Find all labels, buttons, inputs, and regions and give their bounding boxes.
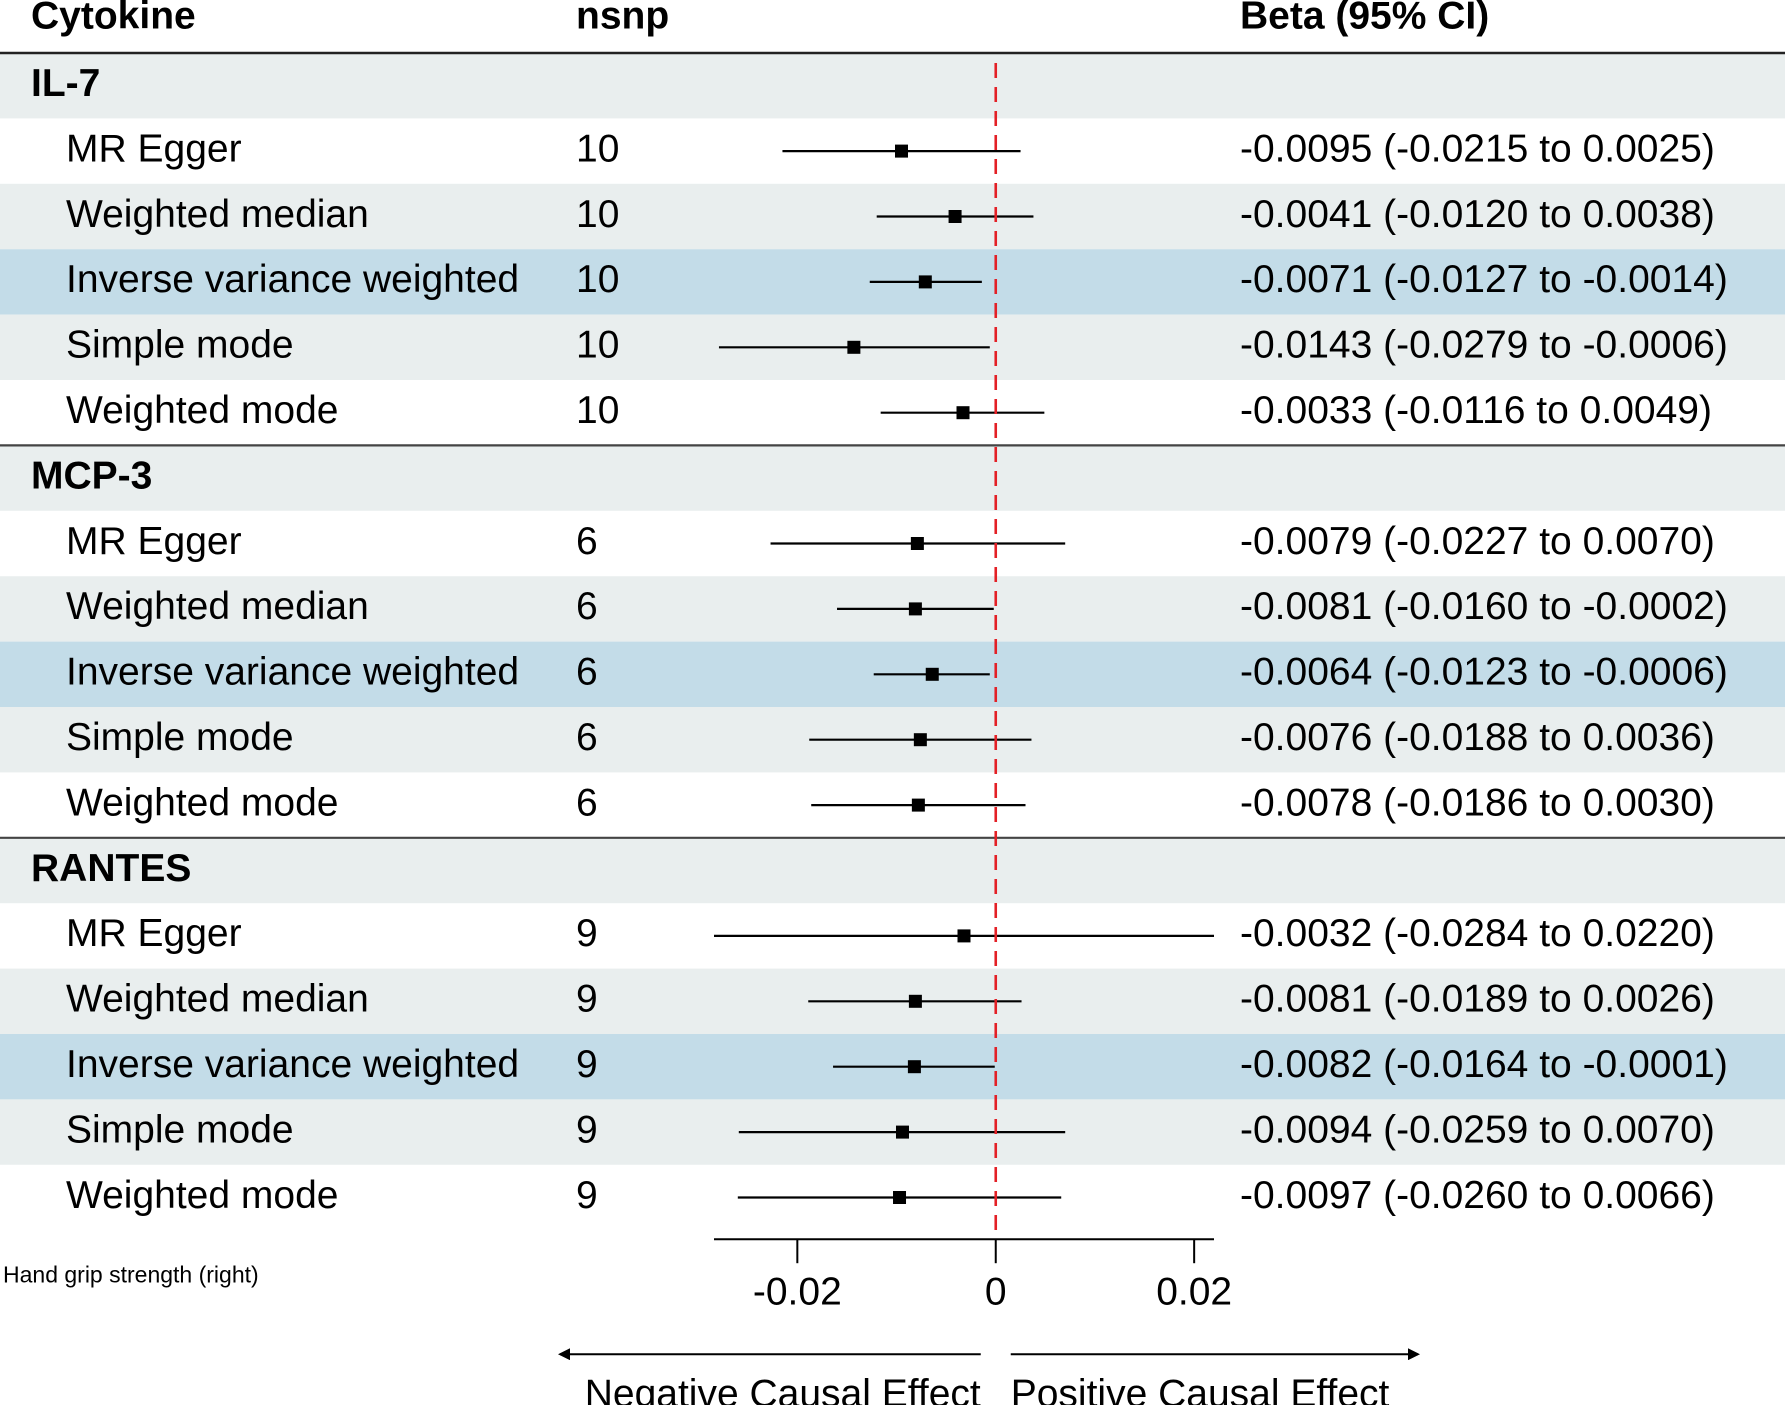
- point-estimate: [910, 537, 924, 550]
- x-axis: -0.02 0 0.02 Negative Causal Effect Positive…: [558, 1238, 1420, 1405]
- beta-ci-label: -0.0081 (-0.0189 to 0.0026): [1240, 978, 1715, 1021]
- header-beta: Beta (95% CI): [1240, 0, 1489, 37]
- beta-ci-label: -0.0032 (-0.0284 to 0.0220): [1240, 912, 1715, 955]
- method-label: Weighted mode: [66, 389, 338, 432]
- method-label: Simple mode: [66, 716, 294, 759]
- x-tick-label: -0.02: [753, 1270, 842, 1313]
- positive-effect-label: Positive Causal Effect: [1011, 1372, 1390, 1405]
- group-row-bg: [0, 53, 1785, 119]
- beta-ci-label: -0.0041 (-0.0120 to 0.0038): [1240, 193, 1715, 236]
- header-cytokine: Cytokine: [31, 0, 196, 37]
- nsnp-value: 10: [576, 258, 619, 301]
- nsnp-value: 6: [576, 716, 598, 759]
- outcome-label: Hand grip strength (right): [3, 1261, 259, 1287]
- method-label: Weighted median: [66, 193, 369, 236]
- beta-ci-label: -0.0095 (-0.0215 to 0.0025): [1240, 127, 1715, 170]
- nsnp-value: 9: [576, 1174, 598, 1217]
- x-tick-label: 0: [985, 1270, 1007, 1313]
- point-estimate: [908, 602, 922, 616]
- group-label: IL-7: [31, 62, 100, 105]
- method-label: Inverse variance weighted: [66, 258, 519, 301]
- beta-ci-label: -0.0033 (-0.0116 to 0.0049): [1240, 389, 1712, 432]
- separator-lines: [0, 51, 1785, 839]
- nsnp-value: 10: [576, 127, 619, 170]
- nsnp-value: 9: [576, 912, 598, 955]
- point-estimate: [895, 1125, 909, 1139]
- point-estimate: [957, 929, 971, 943]
- method-label: Inverse variance weighted: [66, 1043, 519, 1086]
- method-label: MR Egger: [66, 520, 242, 563]
- beta-ci-label: -0.0076 (-0.0188 to 0.0036): [1240, 716, 1715, 759]
- point-estimate: [913, 733, 927, 747]
- x-tick-label: 0.02: [1156, 1270, 1232, 1313]
- point-estimate: [893, 1191, 907, 1204]
- point-estimate: [925, 667, 939, 681]
- method-label: Simple mode: [66, 324, 294, 367]
- nsnp-value: 9: [576, 1108, 598, 1151]
- group-label: RANTES: [31, 847, 191, 890]
- nsnp-value: 9: [576, 1043, 598, 1086]
- point-estimate: [907, 1060, 921, 1074]
- group-row-bg: [0, 445, 1785, 511]
- nsnp-value: 9: [576, 978, 598, 1021]
- negative-effect-label: Negative Causal Effect: [585, 1372, 981, 1405]
- method-label: Weighted median: [66, 978, 369, 1021]
- method-label: Inverse variance weighted: [66, 651, 519, 694]
- nsnp-value: 10: [576, 389, 619, 432]
- point-estimate: [895, 144, 908, 158]
- nsnp-value: 6: [576, 651, 598, 694]
- nsnp-value: 10: [576, 193, 619, 236]
- beta-ci-label: -0.0064 (-0.0123 to -0.0006): [1240, 651, 1728, 694]
- point-estimate: [948, 210, 962, 223]
- table-text: Cytokine nsnp Beta (95% CI) IL-7 MR Egger 10 -…: [3, 0, 1728, 1287]
- nsnp-value: 6: [576, 520, 598, 563]
- nsnp-value: 6: [576, 781, 598, 824]
- group-label: MCP-3: [31, 454, 152, 497]
- method-label: Weighted median: [66, 585, 369, 628]
- beta-ci-label: -0.0082 (-0.0164 to -0.0001): [1240, 1043, 1728, 1086]
- point-estimate: [911, 798, 925, 812]
- nsnp-value: 6: [576, 585, 598, 628]
- estimate-marks: [714, 63, 1214, 1233]
- point-estimate: [918, 275, 932, 289]
- beta-ci-label: -0.0081 (-0.0160 to -0.0002): [1240, 585, 1728, 628]
- method-label: Simple mode: [66, 1108, 294, 1151]
- beta-ci-label: -0.0094 (-0.0259 to 0.0070): [1240, 1108, 1715, 1151]
- beta-ci-label: -0.0143 (-0.0279 to -0.0006): [1240, 324, 1728, 367]
- beta-ci-label: -0.0079 (-0.0227 to 0.0070): [1240, 520, 1715, 563]
- point-estimate: [847, 340, 861, 354]
- beta-ci-label: -0.0078 (-0.0186 to 0.0030): [1240, 781, 1715, 824]
- group-row-bg: [0, 837, 1785, 904]
- nsnp-value: 10: [576, 324, 619, 367]
- point-estimate: [956, 406, 970, 420]
- method-label: MR Egger: [66, 127, 242, 170]
- method-label: MR Egger: [66, 912, 242, 955]
- row-backgrounds: [0, 53, 1785, 1165]
- beta-ci-label: -0.0097 (-0.0260 to 0.0066): [1240, 1174, 1715, 1217]
- header-nsnp: nsnp: [576, 0, 669, 37]
- beta-ci-label: -0.0071 (-0.0127 to -0.0014): [1240, 258, 1728, 301]
- point-estimate: [908, 994, 922, 1008]
- method-label: Weighted mode: [66, 781, 338, 824]
- method-label: Weighted mode: [66, 1174, 338, 1217]
